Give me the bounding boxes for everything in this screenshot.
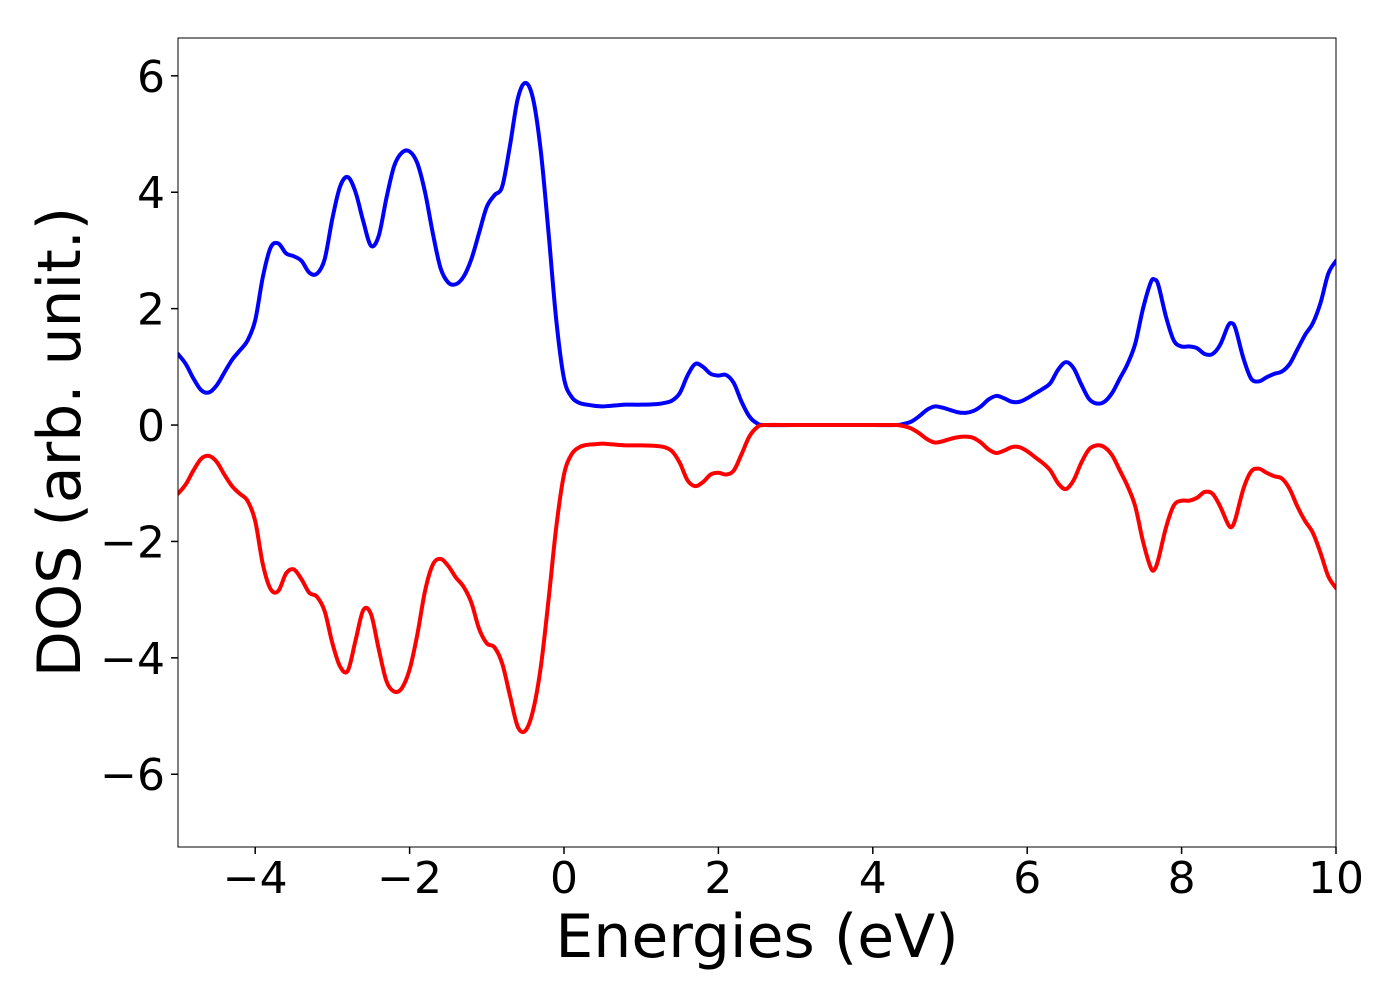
x-tick-label: 6 (1013, 853, 1041, 904)
x-tick-label: 4 (859, 853, 887, 904)
y-tick-label: −4 (100, 634, 165, 685)
y-axis-label: DOS (arb. unit.) (25, 207, 95, 677)
x-tick-label: 0 (550, 853, 578, 904)
series-layer (178, 80, 1336, 735)
y-tick-label: −6 (100, 750, 165, 801)
x-tick-label: −2 (377, 853, 442, 904)
x-axis-ticks: −4 −2 0 2 4 6 8 10 (223, 847, 1364, 904)
x-tick-label: 8 (1168, 853, 1196, 904)
x-tick-label: 2 (704, 853, 732, 904)
dos-line-positive (178, 80, 1336, 428)
y-tick-label: 0 (137, 401, 165, 452)
y-axis-ticks: −6 −4 −2 0 2 4 6 (100, 52, 178, 801)
x-tick-label: −4 (223, 853, 288, 904)
x-tick-label: 10 (1308, 853, 1364, 904)
dos-line-negative (178, 422, 1336, 735)
x-axis-label: Energies (eV) (555, 902, 958, 972)
y-tick-label: 2 (137, 285, 165, 336)
y-tick-label: 4 (137, 168, 165, 219)
plot-frame (177, 37, 1337, 848)
y-tick-label: −2 (100, 517, 165, 568)
y-tick-label: 6 (137, 52, 165, 103)
